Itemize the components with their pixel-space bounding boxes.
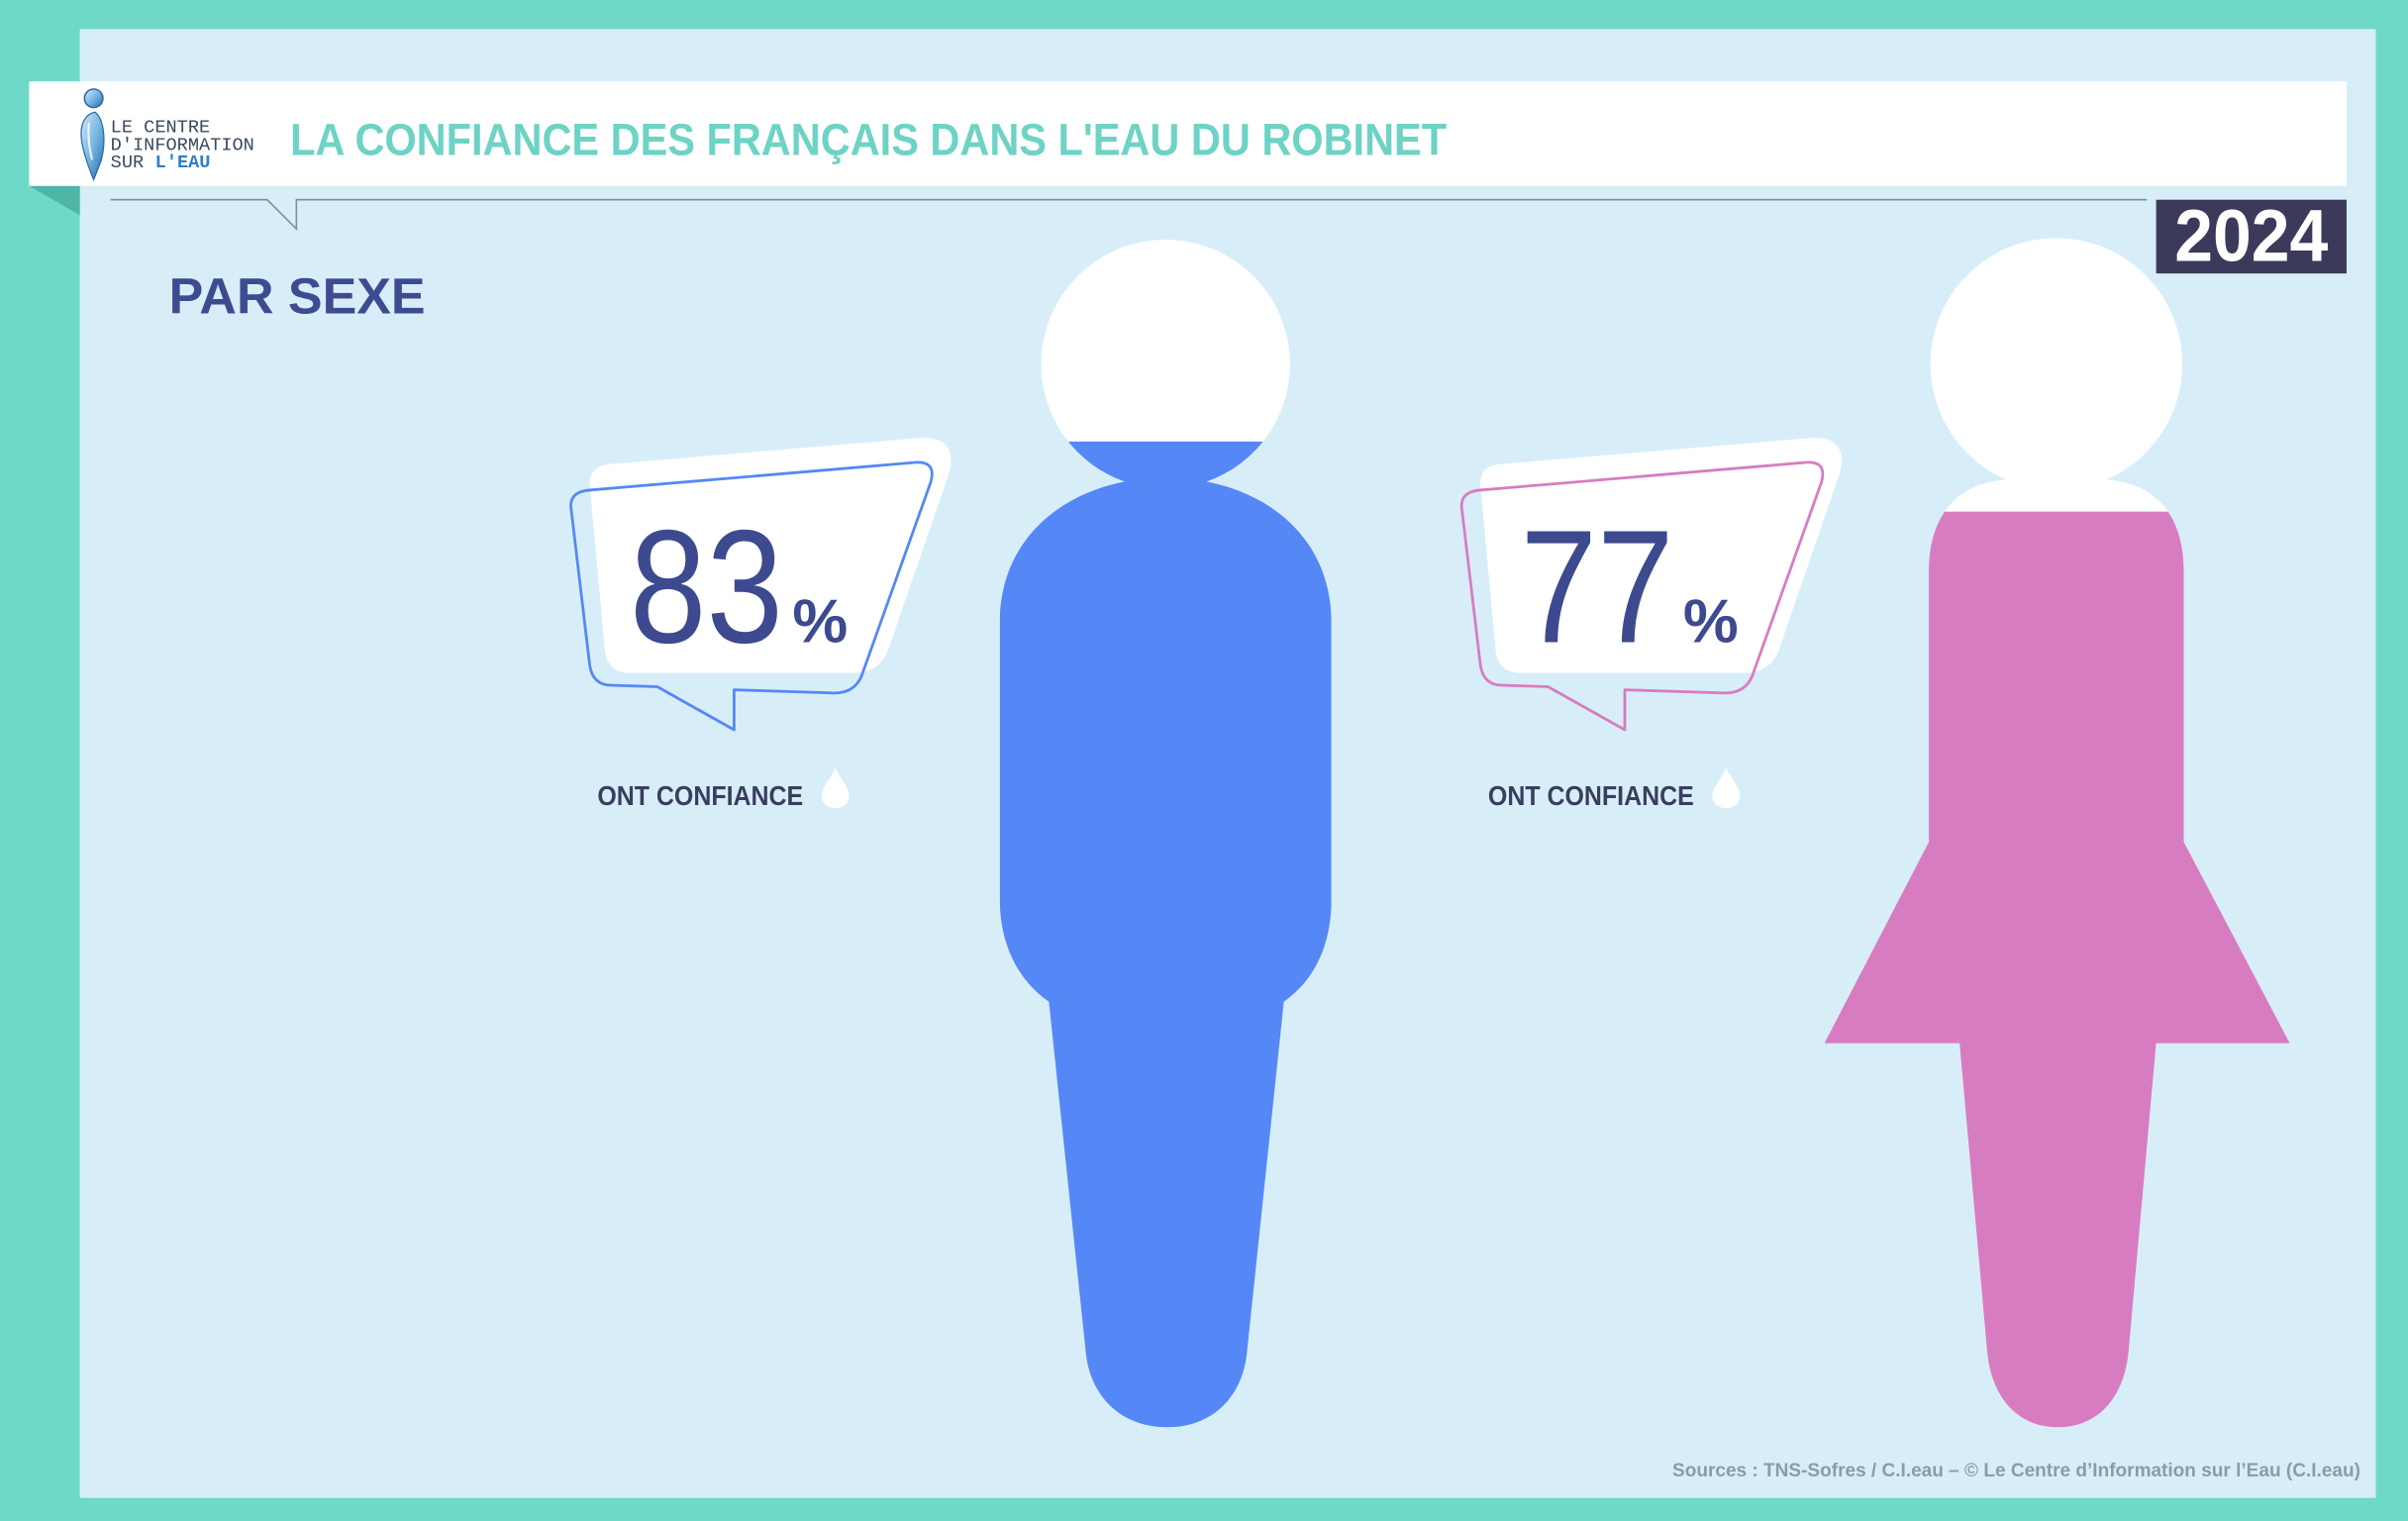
water-drop-icon	[1712, 767, 1741, 809]
logo-line-3-text: SUR	[111, 152, 145, 173]
cieau-logo-drop-icon	[80, 88, 105, 182]
year-badge-label: 2024	[2174, 195, 2328, 277]
value-unit-women: %	[1683, 588, 1739, 657]
bubble-backdrop	[589, 438, 952, 673]
man-head-base	[1041, 240, 1290, 489]
year-badge-box	[2156, 199, 2347, 274]
woman-head-base	[1930, 238, 2182, 490]
header-bar	[29, 81, 2347, 186]
value-bubble-women: 77 % ONT CONFIANCE	[1459, 438, 1842, 811]
logo-line-2: D'INFORMATION	[111, 135, 254, 155]
sources-note: Sources : TNS-Sofres / C.I.eau – © Le Ce…	[1672, 1460, 2360, 1481]
bubble-outline	[569, 460, 934, 732]
header-separator	[110, 198, 2148, 232]
logo: LE CENTRE D'INFORMATION SUR L'EAU	[80, 88, 254, 182]
header: LE CENTRE D'INFORMATION SUR L'EAU LA CON…	[29, 81, 2347, 216]
bubble-outline	[1459, 460, 1825, 732]
section-subtitle: PAR SEXE	[169, 268, 426, 325]
value-unit-men: %	[792, 588, 848, 657]
page-title: LA CONFIANCE DES FRANÇAIS DANS L'EAU DU …	[290, 115, 1447, 165]
caption-men: ONT CONFIANCE	[597, 780, 803, 811]
caption-women: ONT CONFIANCE	[1488, 780, 1694, 811]
year-badge: 2024	[2156, 195, 2347, 277]
logo-line-3-accent: L'EAU	[155, 152, 211, 173]
logo-line-1: LE CENTRE	[111, 117, 210, 138]
value-label-men: 83	[630, 497, 783, 677]
value-label-women: 77	[1521, 497, 1674, 677]
logo-line-3: SUR L'EAU	[111, 152, 211, 173]
value-bubble-men: 83 % ONT CONFIANCE	[569, 438, 952, 811]
water-drop-icon	[821, 767, 850, 809]
bubble-backdrop	[1480, 438, 1842, 673]
